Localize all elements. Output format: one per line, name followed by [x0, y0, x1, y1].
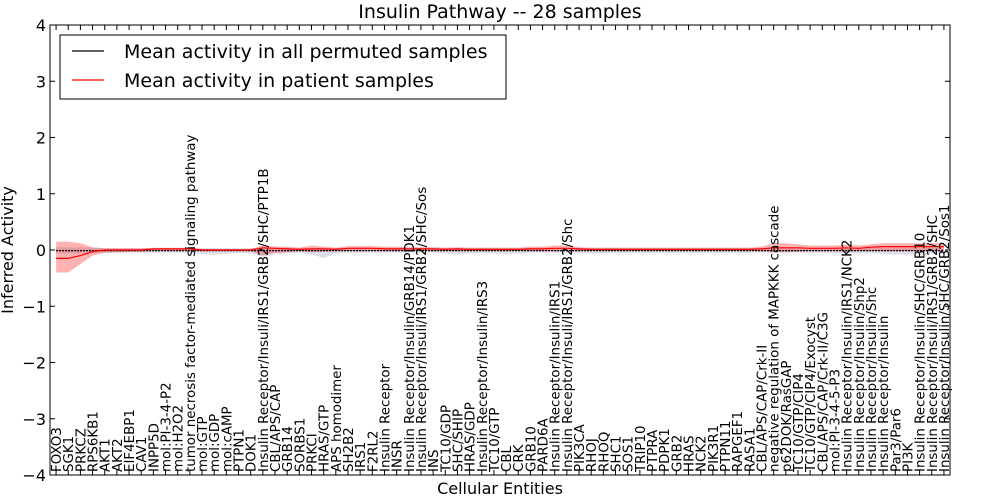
x-tick-label: Insulin Receptor — [379, 363, 394, 472]
x-tick-label: CBL/APS/CAP/Crk-II/C3G — [816, 312, 831, 472]
x-tick-label: SHC/SHIP — [451, 409, 466, 472]
x-tick-label: GRB10 — [524, 426, 539, 472]
x-tick-label: Insulin Receptor/Insuli/IRS1/GRB2/Shc — [561, 219, 576, 472]
x-tick-label: PTPN11 — [719, 421, 734, 472]
x-tick-label: HRAS/GTP — [318, 405, 333, 472]
x-tick-label: AKT1 — [99, 438, 114, 472]
x-tick-label: mol:cAMP — [220, 406, 235, 472]
x-tick-label: AKT2 — [111, 438, 126, 472]
x-tick-label: Insulin Receptor/Insulin/GRB14/PDK1 — [403, 225, 418, 472]
y-axis-ticks: 4 3 2 1 0 −1 −2 −3 −4 — [22, 16, 950, 485]
series-lines — [56, 246, 944, 259]
x-tick-label: RPS6KB1 — [87, 411, 102, 472]
x-tick-label: RHOQ — [597, 432, 612, 472]
x-tick-label: PTPRA — [646, 429, 661, 472]
y-axis-label: Inferred Activity — [0, 186, 17, 314]
x-tick-label: PRKCI — [306, 433, 321, 472]
x-tick-label: TC10/GTP/CIP4/Exocyst — [804, 317, 819, 473]
x-tick-label: Insulin Receptor/Insulin/Shc — [865, 287, 880, 472]
x-tick-label: Insulin Receptor/Insulin/SHC/GRB10 — [914, 233, 929, 472]
x-tick-label: mol:H2O2 — [172, 405, 187, 472]
x-tick-label: PARD6A — [537, 417, 552, 472]
x-axis-ticks: FOXO3SGK1PRKCZRPS6KB1AKT1AKT2EIF4EBP1CAV… — [50, 25, 953, 475]
y-tick-label: 1 — [36, 185, 46, 204]
x-tick-label: APS homodimer — [330, 365, 345, 472]
x-tick-label: p62DOK/RasGAP — [780, 361, 795, 473]
x-tick-label: HRAS — [683, 436, 698, 473]
x-tick-label: tumor necrosis factor-mediated signaling… — [184, 135, 199, 472]
x-tick-label: F2RL2 — [366, 430, 381, 472]
x-tick-label: TC10/GTP — [488, 408, 503, 473]
x-tick-label: Insulin Receptor/Insuli/IRS1/GRB2/SHC — [926, 215, 941, 472]
plot-frame — [49, 24, 951, 476]
x-tick-label: Insulin Receptor/Insulin — [877, 316, 892, 472]
x-tick-label: PIK3CA — [573, 423, 588, 472]
y-tick-label: 2 — [36, 129, 46, 148]
legend-permuted-label: Mean activity in all permuted samples — [124, 41, 487, 63]
y-tick-label: −1 — [22, 297, 46, 316]
x-tick-label: PDPK1 — [658, 428, 673, 472]
x-tick-label: RASA1 — [743, 428, 758, 472]
y-tick-label: −2 — [22, 354, 46, 373]
x-tick-label: Insulin Receptor/Insulin/IRS3 — [476, 281, 491, 472]
chart-title: Insulin Pathway -- 28 samples — [358, 1, 641, 23]
x-tick-label: INSR — [391, 440, 406, 472]
legend: Mean activity in all permuted samples Me… — [59, 34, 507, 100]
x-tick-label: INS — [427, 450, 442, 472]
x-tick-label: Insulin Receptor/Insuli/IRS1/GRB2/SHC/PT… — [257, 168, 272, 472]
x-tick-label: CBL/APS/CAP — [269, 385, 284, 472]
x-tick-label: SORBS1 — [293, 418, 308, 472]
x-tick-label: mol:PI-3-4-5-P3 — [829, 369, 844, 472]
x-axis-label: Cellular Entities — [437, 479, 563, 498]
x-tick-label: CBL/APS/CAP/Crk-II — [756, 345, 771, 472]
x-tick-label: SOS1 — [622, 436, 637, 472]
x-tick-label: RHOJ — [585, 438, 600, 472]
x-tick-label: NCK2 — [695, 435, 710, 472]
x-tick-label: PRKCZ — [74, 428, 89, 472]
x-tick-label: CAV1 — [135, 437, 150, 472]
x-tick-label: CBL — [500, 445, 515, 472]
legend-box — [59, 34, 507, 100]
x-tick-label: GRB14 — [281, 426, 296, 472]
x-tick-label: TRIP10 — [634, 425, 649, 473]
x-tick-label: PIK3R1 — [707, 425, 722, 472]
y-tick-label: 3 — [36, 72, 46, 91]
x-tick-label: mol:PI-3-4-P2 — [160, 382, 175, 472]
x-tick-label: mol:GDP — [208, 414, 223, 472]
x-tick-label: GRB2 — [670, 435, 685, 472]
x-tick-label: CRK — [512, 443, 527, 472]
patient-mean-line — [56, 246, 944, 259]
y-tick-label: −3 — [22, 410, 46, 429]
x-tick-label: INPP5D — [147, 423, 162, 472]
x-tick-label: SGK1 — [62, 436, 77, 472]
y-tick-label: 0 — [36, 241, 46, 260]
x-tick-label: PI3K — [901, 441, 916, 472]
x-tick-label: FOXO3 — [50, 427, 65, 472]
x-tick-label: PTPN1 — [233, 429, 248, 472]
y-tick-label: −4 — [22, 466, 46, 485]
x-tick-label: DOK1 — [245, 434, 260, 472]
x-tick-label: RAPGEF1 — [731, 411, 746, 472]
x-tick-label: TC10/GDP — [439, 405, 454, 473]
x-tick-label: Insulin Receptor/Insulin/IRS1/NCK2 — [841, 240, 856, 472]
x-tick-label: SH2B2 — [342, 427, 357, 472]
x-tick-label: SHC1 — [610, 436, 625, 472]
x-tick-label: TC10/GTP/CIP4 — [792, 373, 807, 473]
x-tick-label: EIF4EBP1 — [123, 409, 138, 472]
x-tick-label: Par3/Par6 — [889, 408, 904, 472]
x-tick-label: HRAS/GDP — [464, 402, 479, 472]
x-tick-label: Insulin Receptor/Insulin/Shp2 — [853, 277, 868, 472]
x-tick-label: Insulin Receptor/Insulin/IRS1 — [549, 281, 564, 472]
x-tick-label: Insulin Receptor/Insuli/IRS1/GRB2/SHC/So… — [415, 187, 430, 472]
x-tick-label: negative regulation of MAPKKK cascade — [768, 206, 783, 473]
y-tick-label: 4 — [36, 16, 46, 35]
legend-patient-label: Mean activity in patient samples — [124, 70, 434, 92]
x-tick-label: mol:GTP — [196, 416, 211, 472]
x-tick-label: Insulin Receptor/Insulin/SHC/GRB2/Sos1 — [938, 205, 953, 472]
x-tick-label: IRS1 — [354, 442, 369, 472]
